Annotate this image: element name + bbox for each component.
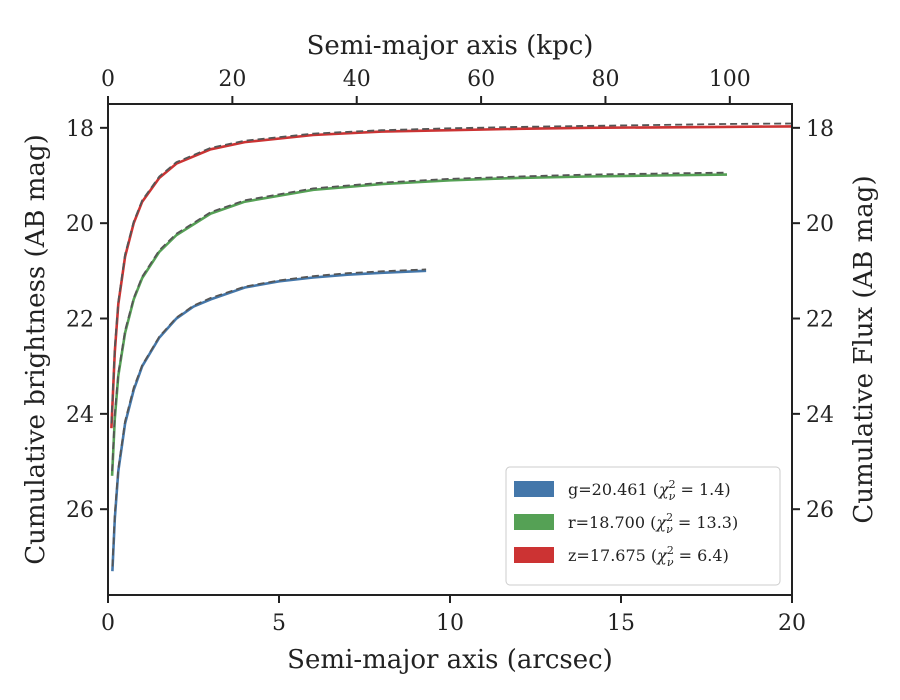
right-y-tick-label: 18 — [806, 117, 834, 142]
legend-swatch-2 — [514, 547, 554, 563]
x-tick-label: 0 — [101, 611, 115, 636]
top-x-axis-title: Semi-major axis (kpc) — [307, 31, 594, 61]
legend-swatch-1 — [514, 514, 554, 530]
series-layer — [110, 122, 793, 572]
right-y-axis-title: Cumulative Flux (AB mag) — [849, 175, 879, 523]
x-tick-label: 5 — [272, 611, 286, 636]
x-tick-label: 10 — [436, 611, 464, 636]
top-x-tick-label: 40 — [343, 67, 371, 92]
legend-label-0: g=20.461 (χ2 ν = 1.4) — [568, 478, 731, 503]
y-axis-title: Cumulative brightness (AB mag) — [21, 134, 51, 565]
right-y-tick-label: 24 — [806, 403, 834, 428]
y-tick-label: 20 — [66, 212, 94, 237]
y-tick-label: 18 — [66, 117, 94, 142]
legend-label-2: z=17.675 (χ2 ν = 6.4) — [568, 544, 729, 569]
top-x-tick-label: 80 — [591, 67, 619, 92]
y-tick-label: 26 — [66, 498, 94, 523]
y-tick-label: 22 — [66, 308, 94, 333]
top-x-tick-label: 100 — [709, 67, 751, 92]
model-line-0 — [111, 268, 427, 567]
right-y-tick-label: 22 — [806, 308, 834, 333]
legend: g=20.461 (χ2 ν = 1.4) r=18.700 (χ2 ν = 13.3… — [505, 466, 781, 586]
model-line-2 — [110, 122, 793, 424]
right-y-tick-label: 20 — [806, 212, 834, 237]
series-line-2 — [110, 125, 793, 429]
legend-box — [505, 466, 781, 586]
top-x-tick-label: 0 — [101, 67, 115, 92]
top-x-tick-label: 60 — [467, 67, 495, 92]
x-axis-title: Semi-major axis (arcsec) — [287, 645, 613, 675]
ticks-layer: 0 5 10 15 20 0 20 40 60 80 100 18 20 22 24 26 18 20 22 24 26 — [66, 67, 834, 636]
top-x-tick-label: 20 — [218, 67, 246, 92]
right-y-tick-label: 26 — [806, 498, 834, 523]
x-tick-label: 20 — [778, 611, 806, 636]
legend-label-1: r=18.700 (χ2 ν = 13.3) — [568, 511, 738, 536]
series-line-1 — [110, 173, 728, 476]
y-tick-label: 24 — [66, 403, 94, 428]
model-line-1 — [111, 171, 728, 472]
legend-swatch-0 — [514, 481, 554, 497]
x-tick-label: 15 — [607, 611, 635, 636]
series-line-0 — [111, 269, 427, 572]
